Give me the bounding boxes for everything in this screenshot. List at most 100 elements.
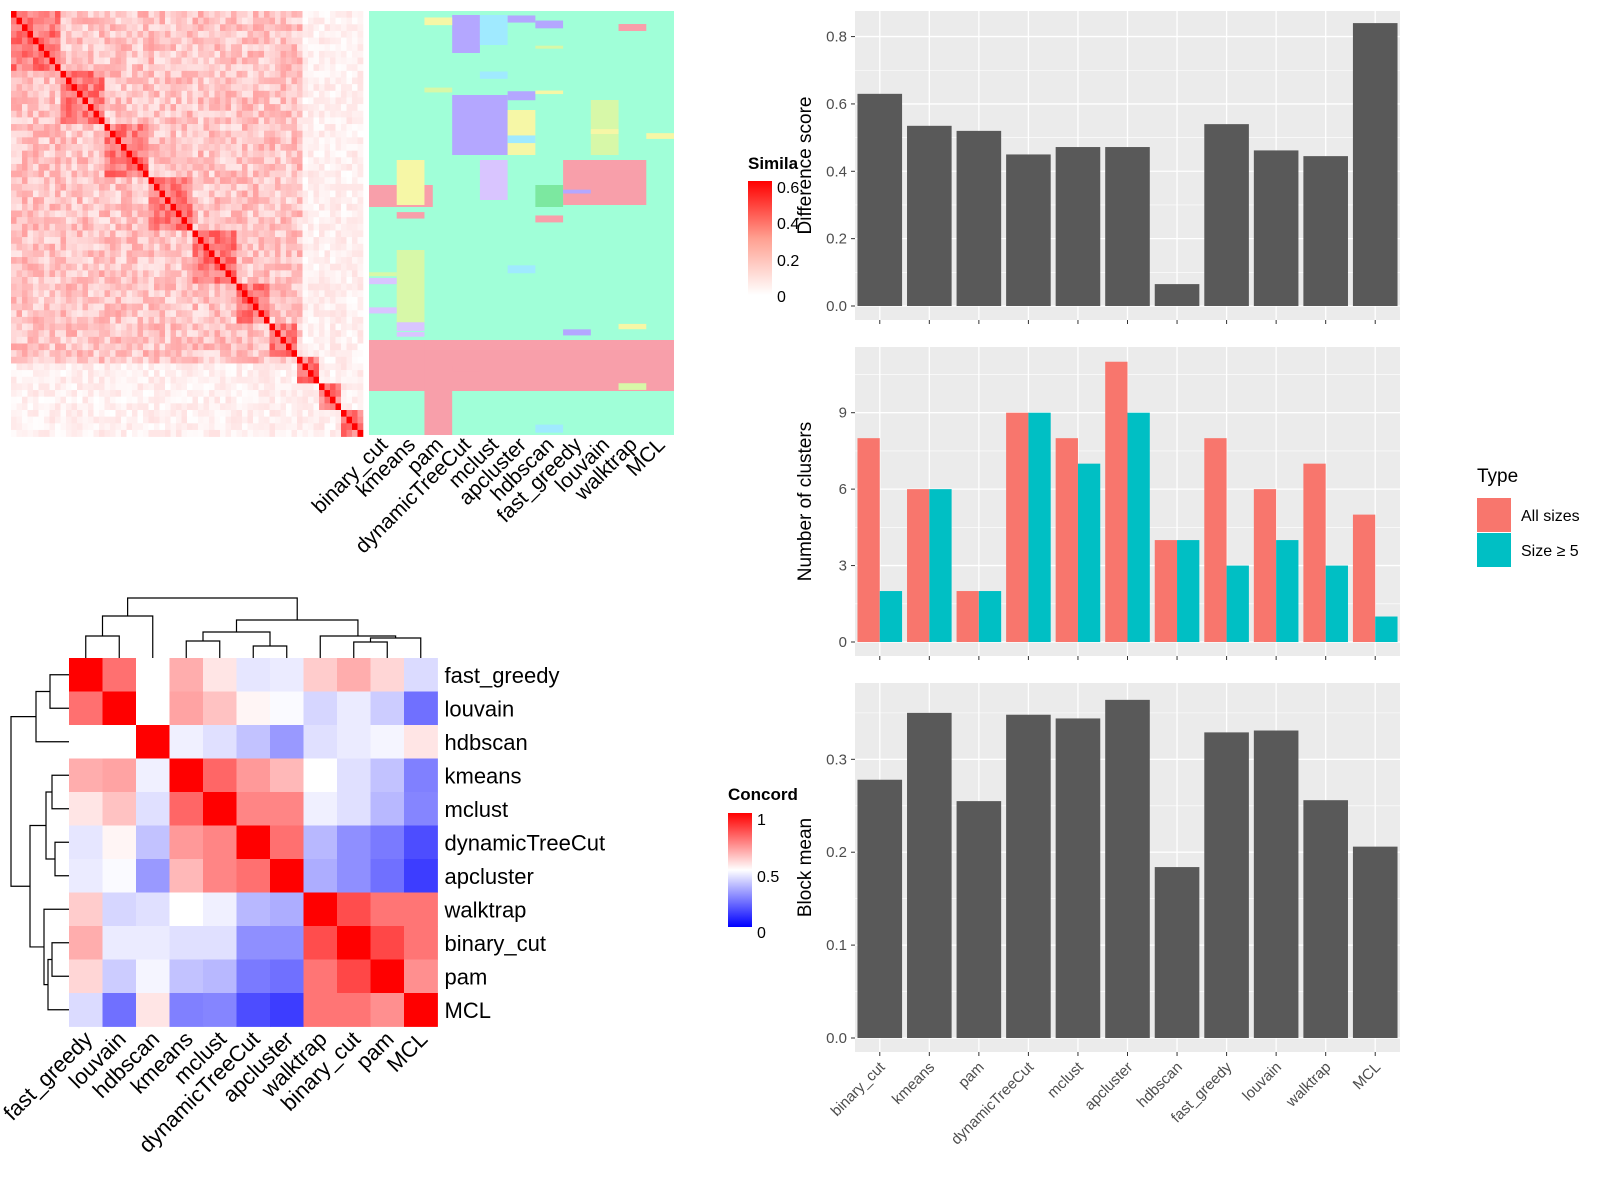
similarity-cell bbox=[209, 383, 215, 391]
similarity-cell bbox=[11, 17, 17, 25]
similarity-cell bbox=[181, 383, 188, 391]
similarity-cell bbox=[225, 24, 232, 32]
similarity-cell bbox=[88, 110, 94, 118]
similarity-cell bbox=[170, 303, 177, 311]
similarity-cell bbox=[16, 124, 23, 131]
similarity-cell bbox=[225, 316, 232, 324]
similarity-cell bbox=[319, 210, 325, 218]
similarity-cell bbox=[176, 316, 182, 324]
similarity-cell bbox=[121, 370, 127, 378]
similarity-cell bbox=[126, 203, 133, 211]
similarity-cell bbox=[22, 17, 28, 25]
annotation-band bbox=[369, 277, 397, 285]
similarity-cell bbox=[253, 84, 259, 92]
similarity-cell bbox=[137, 104, 144, 112]
similarity-cell bbox=[302, 283, 309, 291]
similarity-cell bbox=[269, 37, 276, 45]
similarity-cell bbox=[203, 137, 210, 145]
similarity-cell bbox=[44, 283, 50, 291]
similarity-cell bbox=[286, 257, 292, 264]
similarity-cell bbox=[126, 350, 133, 358]
similarity-cell bbox=[159, 44, 166, 52]
similarity-cell bbox=[71, 217, 78, 225]
similarity-cell bbox=[275, 104, 281, 112]
similarity-cell bbox=[346, 403, 353, 411]
similarity-cell bbox=[44, 84, 50, 92]
similarity-cell bbox=[66, 157, 72, 165]
similarity-cell bbox=[291, 24, 298, 32]
similarity-cell bbox=[258, 416, 265, 424]
similarity-cell bbox=[104, 350, 111, 358]
similarity-cell bbox=[16, 50, 23, 58]
similarity-cell bbox=[209, 57, 215, 65]
similarity-cell bbox=[49, 137, 56, 145]
similarity-cell bbox=[71, 316, 78, 324]
similarity-cell bbox=[198, 283, 204, 291]
similarity-cell bbox=[297, 230, 303, 238]
similarity-cell bbox=[104, 290, 111, 298]
similarity-cell bbox=[16, 429, 23, 437]
similarity-cell bbox=[258, 217, 265, 225]
similarity-cell bbox=[176, 416, 182, 424]
similarity-cell bbox=[148, 30, 155, 38]
similarity-cell bbox=[82, 177, 89, 185]
similarity-cell bbox=[214, 336, 221, 344]
similarity-cell bbox=[71, 356, 78, 364]
similarity-cell bbox=[104, 90, 111, 98]
similarity-cell bbox=[220, 163, 226, 171]
similarity-cell bbox=[99, 416, 105, 424]
similarity-cell bbox=[110, 270, 116, 278]
similarity-cell bbox=[324, 237, 331, 245]
similarity-cell bbox=[16, 243, 23, 251]
similarity-cell bbox=[330, 429, 336, 437]
similarity-cell bbox=[44, 150, 50, 158]
similarity-cell bbox=[209, 117, 215, 125]
similarity-cell bbox=[176, 310, 182, 318]
similarity-cell bbox=[291, 77, 298, 85]
similarity-cell bbox=[264, 390, 270, 397]
dendrogram-branch bbox=[185, 640, 221, 658]
similarity-cell bbox=[313, 177, 320, 185]
bar bbox=[1055, 147, 1101, 306]
similarity-cell bbox=[291, 150, 298, 158]
similarity-cell bbox=[16, 64, 23, 72]
similarity-cell bbox=[187, 396, 193, 404]
similarity-cell bbox=[33, 277, 39, 284]
similarity-cell bbox=[33, 117, 39, 125]
similarity-cell bbox=[258, 223, 265, 231]
similarity-cell bbox=[187, 283, 193, 291]
similarity-cell bbox=[126, 170, 133, 178]
similarity-cell bbox=[176, 410, 182, 417]
similarity-cell bbox=[170, 270, 177, 278]
similarity-cell bbox=[132, 124, 138, 131]
concordance-row-label: hdbscan bbox=[445, 730, 528, 755]
similarity-cell bbox=[159, 124, 166, 131]
similarity-cell bbox=[181, 57, 188, 65]
similarity-cell bbox=[181, 316, 188, 324]
similarity-cell bbox=[269, 356, 276, 364]
similarity-cell bbox=[148, 237, 155, 245]
similarity-cell bbox=[71, 429, 78, 437]
similarity-cell bbox=[110, 11, 116, 18]
similarity-cell bbox=[143, 130, 149, 138]
similarity-cell bbox=[132, 410, 138, 417]
similarity-cell bbox=[126, 130, 133, 138]
similarity-cell bbox=[187, 243, 193, 251]
similarity-cell bbox=[16, 257, 23, 264]
similarity-cell bbox=[291, 84, 298, 92]
similarity-cell bbox=[308, 130, 314, 138]
similarity-cell bbox=[121, 44, 127, 52]
similarity-cell bbox=[275, 183, 281, 191]
similarity-cell bbox=[209, 163, 215, 171]
similarity-cell bbox=[77, 197, 83, 205]
similarity-cell bbox=[88, 303, 94, 311]
similarity-cell bbox=[264, 223, 270, 231]
similarity-cell bbox=[88, 17, 94, 25]
similarity-cell bbox=[104, 303, 111, 311]
similarity-cell bbox=[137, 57, 144, 65]
similarity-cell bbox=[132, 130, 138, 138]
similarity-cell bbox=[258, 370, 265, 378]
similarity-cell bbox=[60, 403, 67, 411]
similarity-cell bbox=[137, 237, 144, 245]
similarity-cell bbox=[341, 283, 347, 291]
